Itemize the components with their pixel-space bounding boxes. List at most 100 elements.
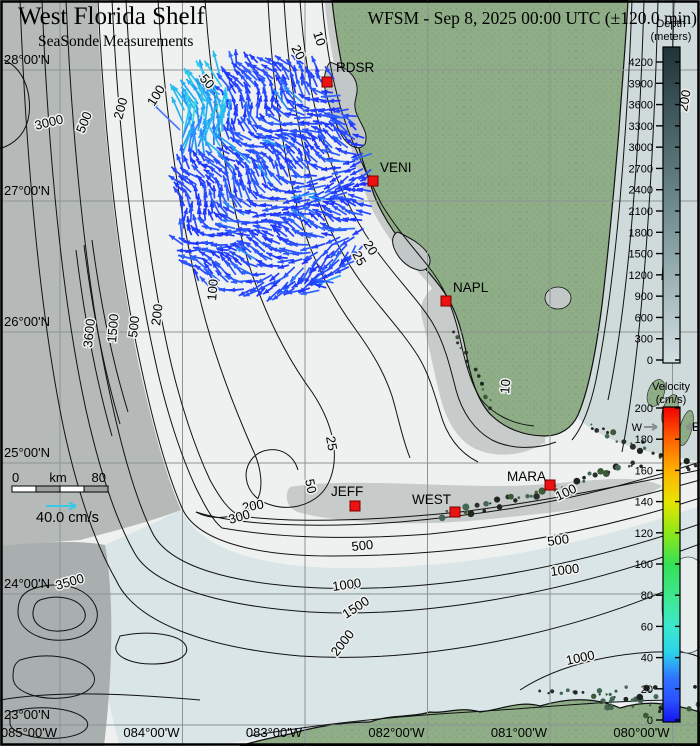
current-vector-head bbox=[321, 273, 329, 280]
current-vector-head bbox=[188, 179, 194, 186]
station-marker[interactable] bbox=[440, 295, 452, 307]
lat-label: 28°00'N bbox=[4, 52, 50, 67]
contour-label: 100 bbox=[204, 278, 221, 301]
current-vector-head bbox=[197, 199, 202, 206]
current-vector-head bbox=[206, 180, 212, 187]
island-speckle bbox=[496, 504, 503, 510]
station-napl[interactable]: NAPL bbox=[440, 280, 489, 307]
current-vector-head bbox=[244, 101, 250, 109]
current-vector-head bbox=[192, 98, 198, 106]
current-vector-head bbox=[216, 201, 222, 208]
current-vector-head bbox=[248, 131, 255, 137]
island-speckle bbox=[683, 458, 690, 465]
island-speckle bbox=[624, 440, 627, 443]
island-speckle bbox=[605, 693, 608, 696]
current-vector-head bbox=[203, 169, 211, 175]
contour-label: 1500 bbox=[104, 313, 121, 343]
current-vector-head bbox=[281, 87, 286, 94]
current-vector-head bbox=[192, 150, 198, 157]
current-vector-head bbox=[195, 78, 202, 84]
island-speckle bbox=[465, 359, 469, 363]
current-vector-head bbox=[179, 144, 185, 151]
current-vector-head bbox=[315, 154, 323, 159]
current-vector-head bbox=[341, 130, 348, 136]
island-speckle bbox=[587, 471, 592, 476]
current-vector-head bbox=[318, 133, 325, 140]
depth-colorbar-units: (meters) bbox=[651, 31, 692, 43]
current-vector-head bbox=[196, 117, 202, 124]
station-label: VENI bbox=[380, 160, 412, 175]
station-rdsr[interactable]: RDSR bbox=[321, 60, 375, 88]
station-marker[interactable] bbox=[544, 479, 556, 491]
current-vector-head bbox=[333, 125, 339, 132]
current-vector-head bbox=[282, 251, 289, 256]
station-jeff[interactable]: JEFF bbox=[331, 484, 363, 512]
current-vector-head bbox=[230, 279, 237, 285]
station-mara[interactable]: MARA bbox=[507, 469, 556, 491]
charlotte-harbor bbox=[392, 231, 431, 271]
velocity-tick-label: 200 bbox=[635, 403, 653, 415]
current-vector-head bbox=[291, 213, 298, 219]
current-vector-head bbox=[191, 164, 198, 171]
current-vector-head bbox=[261, 157, 266, 164]
lat-label: 26°00'N bbox=[4, 314, 50, 329]
current-vector-head bbox=[291, 209, 298, 215]
current-vector-head bbox=[197, 217, 204, 224]
current-vector-head bbox=[187, 145, 193, 152]
station-marker[interactable] bbox=[367, 175, 379, 187]
current-vector-head bbox=[221, 214, 229, 220]
current-vector-head bbox=[253, 241, 260, 248]
map-title: West Florida Shelf bbox=[18, 3, 206, 30]
current-vector-head bbox=[306, 178, 314, 184]
current-vector-head bbox=[183, 240, 190, 246]
current-vector-head bbox=[276, 127, 283, 133]
current-vector-head bbox=[323, 142, 330, 149]
island-speckle bbox=[438, 514, 446, 522]
current-vector-head bbox=[181, 186, 187, 194]
current-vector-head bbox=[353, 182, 360, 188]
station-marker[interactable] bbox=[349, 500, 361, 512]
current-vector-head bbox=[223, 202, 230, 208]
current-vector-head bbox=[235, 247, 242, 253]
island-speckle bbox=[463, 510, 468, 515]
current-vector-head bbox=[291, 282, 299, 288]
current-vector-head bbox=[212, 50, 218, 58]
current-vector-head bbox=[320, 222, 327, 228]
island-speckle bbox=[483, 500, 489, 507]
current-vector-head bbox=[342, 217, 349, 222]
current-vector-head bbox=[266, 252, 273, 258]
current-vector-head bbox=[257, 164, 264, 171]
current-vector-head bbox=[291, 128, 298, 134]
current-vector-head bbox=[208, 209, 213, 216]
current-vector-head bbox=[298, 120, 305, 125]
current-vector-head bbox=[350, 170, 357, 176]
current-vector-head bbox=[272, 146, 277, 154]
current-vector-head bbox=[205, 120, 211, 127]
current-vector-head bbox=[205, 150, 212, 157]
lat-label: 24°00'N bbox=[4, 576, 50, 591]
station-marker[interactable] bbox=[449, 506, 461, 518]
current-vector-head bbox=[231, 263, 239, 269]
velocity-colorbar: Velocity (cm/s) 200180160140120100806040… bbox=[632, 381, 700, 727]
current-vector-head bbox=[302, 134, 308, 141]
depth-tick-label: 600 bbox=[635, 312, 653, 324]
lon-label: 082°00'W bbox=[368, 725, 425, 740]
island-speckle bbox=[592, 472, 598, 478]
station-marker[interactable] bbox=[321, 76, 333, 88]
current-vector-head bbox=[201, 225, 209, 230]
depth-tick-label: 2400 bbox=[629, 185, 653, 197]
island-speckle bbox=[658, 453, 663, 458]
station-west[interactable]: WEST bbox=[412, 492, 461, 518]
island-speckle bbox=[693, 684, 697, 689]
current-vector-head bbox=[322, 122, 330, 129]
current-vector-head bbox=[271, 247, 278, 253]
current-vector-head bbox=[211, 198, 217, 205]
island-speckle bbox=[488, 406, 492, 411]
current-vector-head bbox=[301, 258, 309, 265]
current-vector-head bbox=[212, 97, 218, 104]
island-speckle bbox=[686, 467, 691, 472]
station-veni[interactable]: VENI bbox=[367, 160, 412, 187]
stray-current-vector bbox=[151, 102, 181, 131]
current-vector-head bbox=[230, 145, 237, 151]
